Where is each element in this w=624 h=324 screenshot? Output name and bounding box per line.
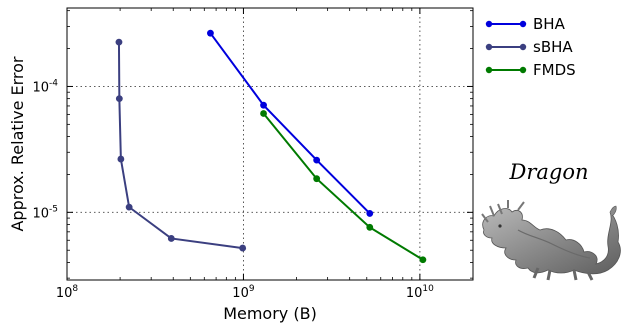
x-tick-label: 109 xyxy=(232,284,255,301)
data-point-sbha xyxy=(125,203,133,211)
data-point-fmds xyxy=(260,110,267,117)
data-point-fmds xyxy=(366,223,374,231)
legend-marker-sbha xyxy=(519,43,527,51)
data-point-bha xyxy=(260,101,267,109)
legend: BHA sBHA FMDS xyxy=(485,15,576,79)
legend-marker-fmds xyxy=(519,66,527,74)
series-line-sbha xyxy=(117,42,243,250)
legend-marker-fmds xyxy=(485,66,493,74)
legend-marker-bha xyxy=(519,20,527,28)
data-point-sbha xyxy=(117,155,125,163)
data-point-sbha xyxy=(239,244,247,252)
plot-frame xyxy=(66,7,474,281)
legend-marker-bha xyxy=(485,20,493,28)
legend-label-fmds: FMDS xyxy=(533,61,576,79)
series-layer xyxy=(115,29,427,264)
x-tick-label: 108 xyxy=(56,284,79,301)
y-axis-label: Approx. Relative Error xyxy=(8,56,27,231)
dragon-image xyxy=(481,200,621,281)
series-line-bha xyxy=(209,32,371,215)
legend-label-bha: BHA xyxy=(533,15,566,33)
data-point-fmds xyxy=(313,175,321,183)
data-point-fmds xyxy=(419,256,427,264)
data-point-bha xyxy=(207,29,214,37)
legend-label-sbha: sBHA xyxy=(533,38,573,56)
axis-ticks: 108 109 1010 10-5 10-4 xyxy=(32,8,473,301)
data-point-sbha xyxy=(167,235,175,242)
legend-marker-sbha xyxy=(485,43,493,51)
figure-caption: Dragon xyxy=(508,160,588,184)
data-point-bha xyxy=(313,156,321,164)
series-line-fmds xyxy=(262,112,424,261)
y-tick-label: 10-5 xyxy=(32,204,58,221)
x-axis-label: Memory (B) xyxy=(223,304,317,323)
data-point-sbha xyxy=(115,38,123,46)
y-tick-label: 10-4 xyxy=(32,78,58,95)
data-point-bha xyxy=(366,210,374,217)
x-tick-label: 1010 xyxy=(406,284,434,301)
data-point-sbha xyxy=(115,95,123,103)
grid xyxy=(67,8,473,280)
